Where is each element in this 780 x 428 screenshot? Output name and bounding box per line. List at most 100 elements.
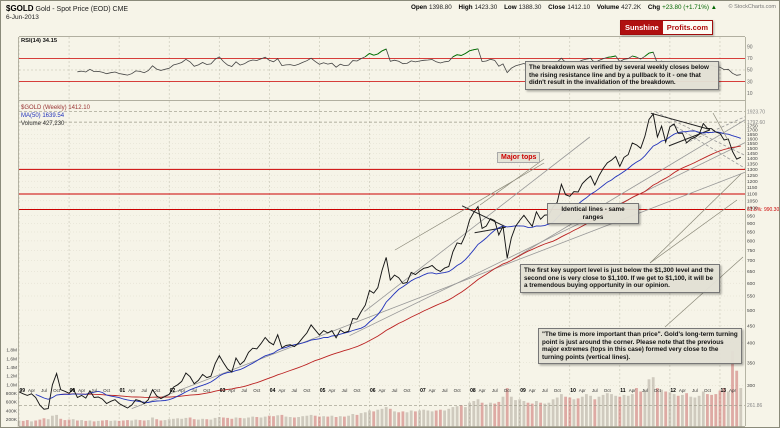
annotation-breakdown: The breakdown was verified by several we… [525,61,719,90]
quote-volume-label: Volume [596,4,620,11]
svg-text:Jul: Jul [342,388,348,393]
svg-text:200K: 200K [6,417,18,423]
svg-text:Apr: Apr [629,388,637,393]
ma50-line [35,130,741,403]
quote-volume-value: 427.2K [621,4,642,11]
gridlines [18,37,745,426]
svg-text:Apr: Apr [429,388,437,393]
svg-text:Apr: Apr [328,388,336,393]
volume-bars [17,351,743,427]
svg-text:1750: 1750 [747,123,758,129]
svg-text:750: 750 [747,248,755,254]
svg-text:04: 04 [270,388,276,394]
svg-text:Oct: Oct [704,388,712,393]
svg-text:02: 02 [170,388,176,394]
svg-text:Apr: Apr [128,388,136,393]
svg-text:Oct: Oct [303,388,311,393]
svg-text:800: 800 [747,239,755,245]
svg-text:1000: 1000 [747,206,758,212]
svg-text:Oct: Oct [153,388,161,393]
axis-labels: 3003504004505005506006507007508008509009… [6,45,758,424]
svg-text:10: 10 [570,388,576,394]
logo-right-text: Profits.com [662,21,712,34]
svg-text:Oct: Oct [654,388,662,393]
svg-text:900: 900 [747,221,755,227]
svg-text:Oct: Oct [604,388,612,393]
svg-text:Jul: Jul [592,388,598,393]
quote-open-value: 1398.80 [429,4,452,11]
annotation-support: The first key support level is just belo… [520,264,720,293]
svg-text:90: 90 [747,45,753,51]
level-lines: 1923.70 1792.60 261.86 61.8%: 990.30 [19,109,779,409]
svg-text:600: 600 [747,281,755,287]
rsi-legend: RSI(14) 34.15 [21,38,58,44]
svg-text:Apr: Apr [378,388,386,393]
svg-text:1450: 1450 [747,151,758,157]
svg-text:06: 06 [370,388,376,394]
svg-text:Apr: Apr [278,388,286,393]
symbol-description: Gold - Spot Price (EOD) CME [35,6,129,13]
quote-chg-value: +23.80 (+1.71%) ▲ [662,4,717,11]
svg-text:1250: 1250 [747,173,758,179]
quote-low-label: Low [504,4,517,11]
svg-text:Jul: Jul [642,388,648,393]
svg-text:1700: 1700 [747,128,758,134]
ma200-line [60,145,741,398]
svg-text:400: 400 [747,341,755,347]
svg-text:1050: 1050 [747,199,758,205]
svg-text:1550: 1550 [747,141,758,147]
svg-text:Oct: Oct [504,388,512,393]
quote-close-label: Close [548,4,566,11]
svg-text:Jul: Jul [41,388,47,393]
panel-borders [18,36,746,427]
svg-text:261.86: 261.86 [747,403,763,409]
svg-text:Jul: Jul [292,388,298,393]
svg-text:Apr: Apr [579,388,587,393]
svg-text:03: 03 [220,388,226,394]
svg-text:650: 650 [747,269,755,275]
svg-text:1100: 1100 [747,192,758,198]
quote-bar: Open 1398.80 High 1423.30 Low 1388.30 Close… [406,4,717,11]
svg-text:Apr: Apr [178,388,186,393]
quote-high-value: 1423.30 [474,4,498,11]
svg-text:Apr: Apr [479,388,487,393]
svg-text:Jul: Jul [241,388,247,393]
svg-text:Jul: Jul [141,388,147,393]
svg-text:Jul: Jul [542,388,548,393]
svg-text:800K: 800K [6,391,18,397]
svg-text:550: 550 [747,294,755,300]
svg-text:Apr: Apr [729,388,737,393]
svg-text:300: 300 [747,383,755,389]
svg-text:Oct: Oct [253,388,261,393]
svg-text:Oct: Oct [554,388,562,393]
svg-text:1650: 1650 [747,132,758,138]
svg-text:05: 05 [320,388,326,394]
svg-text:450: 450 [747,323,755,329]
svg-text:01: 01 [120,388,126,394]
svg-text:99: 99 [20,388,26,394]
annotation-identical-lines: Identical lines - same ranges [547,203,639,225]
svg-text:1300: 1300 [747,167,758,173]
svg-text:Oct: Oct [403,388,411,393]
svg-text:850: 850 [747,230,755,236]
svg-text:50: 50 [747,68,753,74]
svg-text:Oct: Oct [454,388,462,393]
sunshine-profits-logo: Sunshine Profits.com [619,20,713,35]
svg-text:Oct: Oct [353,388,361,393]
legend-volume: Volume 427,230 [21,121,65,127]
annotation-time: "The time is more important than price".… [538,328,742,365]
svg-text:10: 10 [747,91,753,97]
annotation-major-tops: Major tops [497,152,541,163]
svg-text:Jul: Jul [492,388,498,393]
price-line [18,112,741,410]
svg-text:Jul: Jul [692,388,698,393]
svg-text:1150: 1150 [747,185,758,191]
svg-text:Apr: Apr [28,388,36,393]
quote-open-label: Open [410,4,428,11]
legend-price: $GOLD (Weekly) 1412.10 [21,105,90,111]
legend-ma50: MA(50) 1639.54 [21,113,65,119]
svg-text:Apr: Apr [529,388,537,393]
svg-text:1792.60: 1792.60 [747,120,765,126]
